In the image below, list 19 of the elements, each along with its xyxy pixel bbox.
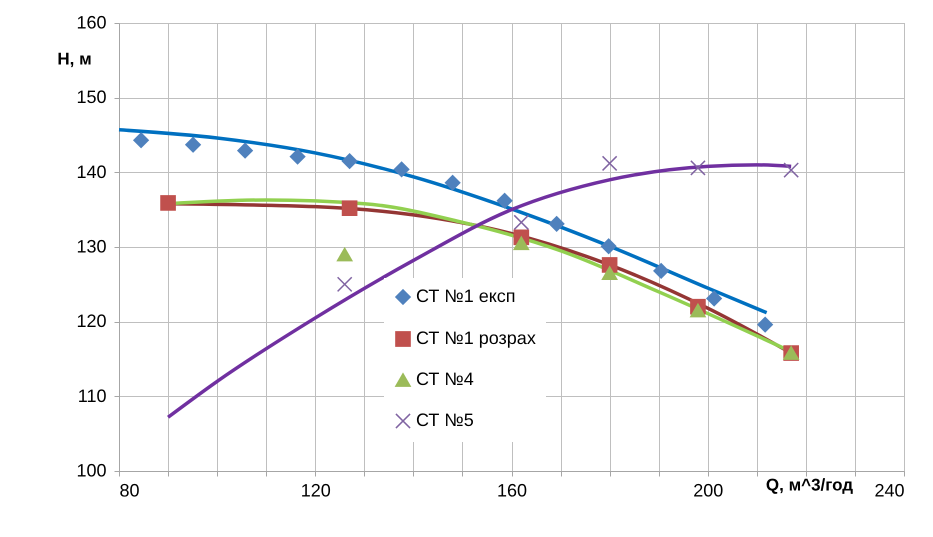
legend-label: СТ №4: [416, 369, 474, 389]
x-tick-label: 80: [120, 480, 140, 500]
x-tick-label: 200: [693, 480, 724, 500]
x-tick-label: 240: [874, 480, 904, 500]
legend-label: СТ №1 розрах: [416, 328, 536, 348]
legend-label: СТ №1 експ: [416, 286, 516, 306]
y-tick-label: 160: [76, 12, 106, 32]
y-tick-label: 130: [76, 236, 106, 256]
y-tick-label: 120: [76, 311, 106, 332]
y-tick-label: 140: [76, 162, 106, 182]
y-tick-label: 110: [78, 386, 106, 406]
legend-label: СТ №5: [416, 410, 474, 430]
y-axis-title: H, м: [57, 50, 92, 68]
x-tick-label: 160: [496, 480, 528, 500]
y-tick-label: 150: [76, 87, 106, 108]
line-series: [117, 128, 768, 314]
x-axis-title: Q, м^3/год: [766, 476, 854, 494]
x-tick-label: 120: [300, 480, 331, 500]
y-tick-label: 100: [76, 460, 106, 480]
